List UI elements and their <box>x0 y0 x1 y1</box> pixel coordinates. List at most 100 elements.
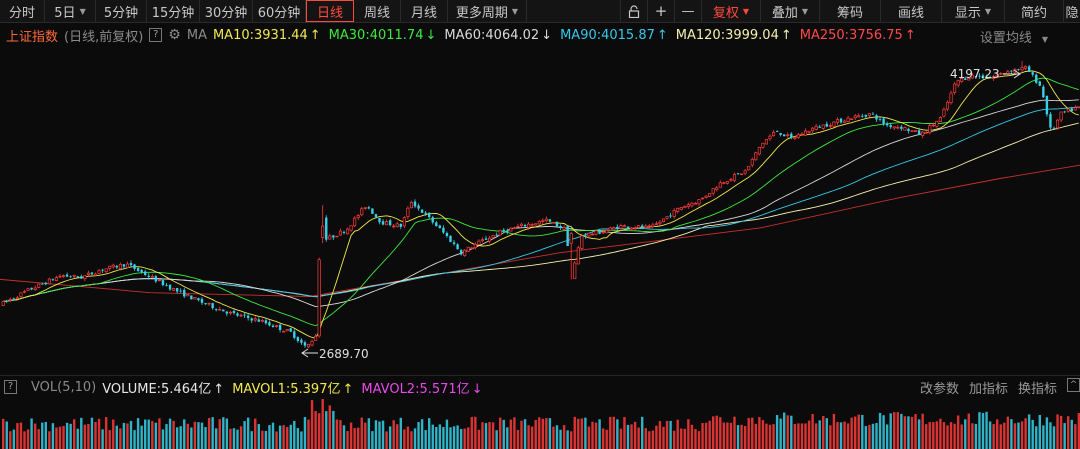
candle <box>1070 106 1073 113</box>
vol-indicator-name[interactable]: VOL(5,10) <box>31 379 97 395</box>
period-tab-5[interactable]: 60分钟 <box>253 0 306 22</box>
volume-bar <box>822 415 825 449</box>
candle <box>938 116 942 122</box>
fuquan-dropdown[interactable]: 复权 ▼ <box>702 0 761 22</box>
volume-bar <box>658 421 662 449</box>
volume-bar <box>946 425 949 449</box>
volume-bar <box>122 422 126 449</box>
gear-icon[interactable]: ⚙ <box>168 27 181 43</box>
volume-bar <box>30 418 33 449</box>
huaxian-button[interactable]: 画线 <box>881 0 942 22</box>
chouma-button[interactable]: 筹码 <box>820 0 881 22</box>
period-tab-6[interactable]: 日线 <box>306 0 354 22</box>
volume-bar <box>410 431 413 449</box>
candle <box>428 212 431 219</box>
help-icon[interactable]: ? <box>149 28 163 42</box>
volume-bar <box>381 420 385 449</box>
volume-bar <box>282 425 285 449</box>
add-indicator-button[interactable]: 加指标 <box>968 382 1008 397</box>
volume-bar <box>758 417 761 449</box>
volume-bar <box>87 424 90 449</box>
candle <box>1010 70 1013 74</box>
lock-icon[interactable] <box>621 0 648 22</box>
candle <box>910 130 914 132</box>
volume-bar <box>147 419 150 449</box>
candle <box>438 224 442 229</box>
period-tab-3[interactable]: 15分钟 <box>147 0 200 22</box>
candle <box>424 210 427 217</box>
candle <box>601 229 605 235</box>
candlestick-chart[interactable]: 4197.23 2689.70 <box>0 47 1080 375</box>
volume-bar <box>229 428 232 449</box>
candle <box>150 274 154 278</box>
candle <box>584 233 587 239</box>
zoom-out-button[interactable]: — <box>675 0 702 22</box>
volume-bar <box>889 413 892 449</box>
candle <box>381 219 385 226</box>
candle <box>1052 126 1056 130</box>
volume-bar <box>37 429 40 449</box>
period-tab-4[interactable]: 30分钟 <box>200 0 253 22</box>
candle <box>541 218 545 225</box>
period-tab-2[interactable]: 5分钟 <box>96 0 147 22</box>
volume-chart[interactable] <box>0 397 1080 449</box>
candle <box>111 263 115 269</box>
volume-bar <box>875 423 878 449</box>
candle <box>725 181 729 185</box>
period-tab-1[interactable]: 5日 ▼ <box>45 0 96 22</box>
volume-bar <box>577 418 580 449</box>
candle <box>353 216 357 228</box>
xianshi-dropdown[interactable]: 显示 ▼ <box>942 0 1005 22</box>
volume-bar <box>396 424 399 449</box>
candle <box>385 219 389 226</box>
candle <box>1031 70 1034 77</box>
volume-bar <box>239 426 243 449</box>
candle <box>970 72 974 79</box>
candle <box>839 117 843 124</box>
volume-bar <box>573 416 576 449</box>
cut-off-button[interactable]: 隐 <box>1065 5 1079 21</box>
candle <box>988 75 992 79</box>
volume-bar <box>861 414 864 449</box>
vol-value-0: VOLUME:5.464亿 ↑ <box>102 382 224 397</box>
switch-indicator-button[interactable]: 换指标 <box>1017 382 1057 397</box>
ma-settings-dropdown[interactable]: 设置均线 ▼ <box>980 27 1054 46</box>
volume-bar <box>594 422 598 449</box>
period-tab-label: 周线 <box>363 5 390 21</box>
candle <box>360 206 364 217</box>
ma-values: MA10:3931.44 ↑ MA30:4011.74 ↓ MA60:4064.02 ↓ M… <box>213 28 924 43</box>
candle <box>452 240 456 246</box>
period-tab-0[interactable]: 分时 <box>0 0 45 22</box>
period-tab-7[interactable]: 周线 <box>354 0 401 22</box>
volume-bar <box>332 410 335 449</box>
volume-bar <box>733 416 736 449</box>
volume-bar <box>268 425 271 449</box>
candle <box>502 228 505 233</box>
volume-bar <box>690 424 694 449</box>
zoom-in-button[interactable]: + <box>648 0 675 22</box>
candle <box>314 334 318 341</box>
edit-params-button[interactable]: 改参数 <box>919 382 959 397</box>
candle <box>243 312 246 319</box>
collapse-icon[interactable]: ^ <box>1067 378 1080 392</box>
help-icon[interactable]: ? <box>4 380 17 394</box>
candle <box>183 287 186 299</box>
candle <box>964 76 967 81</box>
period-tab-8[interactable]: 月线 <box>401 0 448 22</box>
period-tab-9[interactable]: 更多周期 ▼ <box>448 0 527 22</box>
vol-direction: ↑ <box>342 381 354 397</box>
index-name[interactable]: 上证指数 <box>6 29 59 45</box>
volume-bar <box>218 419 221 449</box>
volume-bar <box>499 417 502 449</box>
high-price-label: 4197.23 <box>950 67 1000 81</box>
vol-actions: 改参数 加指标 换指标 ^ <box>920 378 1080 397</box>
candle <box>807 130 811 134</box>
volume-bar <box>278 425 282 449</box>
candle <box>338 228 343 236</box>
volume-bar <box>456 425 459 449</box>
jianyue-button[interactable]: 简约 <box>1005 0 1064 22</box>
diejia-dropdown[interactable]: 叠加 ▼ <box>761 0 820 22</box>
volume-bar <box>882 415 885 449</box>
candle <box>683 205 687 209</box>
volume-bar <box>69 423 72 449</box>
